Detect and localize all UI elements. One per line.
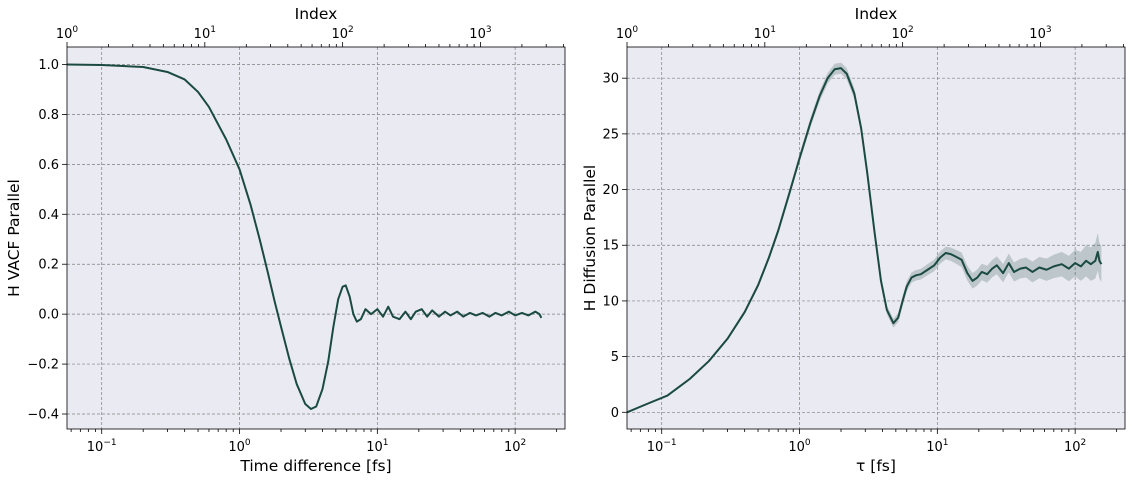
plot-area: [67, 47, 565, 429]
y-tick-label: 0.6: [38, 158, 59, 173]
x-tick-label-base: 10: [366, 440, 383, 455]
top-x-tick-label-base: 10: [1029, 27, 1046, 42]
y-tick-label: 25: [602, 127, 619, 142]
x-tick-label-base: 10: [788, 440, 805, 455]
x-tick-label-exp: −1: [103, 438, 116, 448]
top-x-tick-label: 103: [469, 25, 491, 42]
top-x-tick-label-base: 10: [331, 27, 348, 42]
top-x-tick-label-base: 10: [56, 27, 73, 42]
top-x-tick-label: 102: [331, 25, 353, 42]
x-tick-label-exp: 1: [943, 438, 949, 448]
y-tick-label: 15: [602, 239, 619, 254]
y-axis-label: H VACF Parallel: [5, 179, 23, 297]
top-x-tick-label-base: 10: [754, 27, 771, 42]
top-x-tick-label-base: 10: [891, 27, 908, 42]
top-x-tick-label: 101: [754, 25, 776, 42]
y-tick-label: −0.4: [27, 408, 59, 423]
x-tick-label: 10−1: [647, 438, 677, 455]
x-axis-label: τ [fs]: [856, 457, 896, 475]
y-tick-label: 20: [602, 183, 619, 198]
y-tick-label: 10: [602, 294, 619, 309]
top-x-axis-label: Index: [855, 5, 898, 23]
x-tick-label-exp: 0: [805, 438, 811, 448]
x-axis-label: Time difference [fs]: [239, 457, 391, 475]
x-tick-label-exp: −1: [663, 438, 676, 448]
x-tick-label: 102: [1064, 438, 1086, 455]
top-x-tick-label: 102: [891, 25, 913, 42]
y-axis-label: H Diffusion Parallel: [581, 165, 599, 311]
top-x-tick-label-exp: 0: [72, 25, 78, 35]
x-tick-label-base: 10: [504, 440, 521, 455]
top-x-tick-label-exp: 3: [1046, 25, 1052, 35]
x-tick-label-base: 10: [1064, 440, 1081, 455]
series-line: [66, 63, 543, 411]
x-tick-label: 10−1: [87, 438, 117, 455]
top-x-tick-label-exp: 1: [210, 25, 216, 35]
series-line: [626, 67, 1103, 414]
top-x-tick-label-base: 10: [194, 27, 211, 42]
top-x-tick-label: 103: [1029, 25, 1051, 42]
x-tick-label-exp: 0: [245, 438, 251, 448]
x-tick-label-exp: 2: [1081, 438, 1087, 448]
top-x-tick-label-exp: 0: [632, 25, 638, 35]
plot-frame: [626, 46, 1126, 430]
x-tick-label: 101: [366, 438, 388, 455]
y-tick-label: 1.0: [38, 58, 59, 73]
top-x-tick-label-base: 10: [616, 27, 633, 42]
y-tick-label: −0.2: [27, 358, 59, 373]
top-x-tick-label-exp: 1: [770, 25, 776, 35]
x-tick-label-base: 10: [228, 440, 245, 455]
x-tick-label-exp: 1: [383, 438, 389, 448]
x-tick-label-base: 10: [87, 440, 104, 455]
top-x-tick-label-exp: 3: [486, 25, 492, 35]
y-tick-label: 0.0: [38, 308, 59, 323]
top-x-tick-label: 100: [616, 25, 639, 42]
top-x-tick-label-exp: 2: [348, 25, 354, 35]
x-tick-label: 100: [788, 438, 811, 455]
y-tick-label: 0.2: [38, 258, 59, 273]
x-tick-label: 101: [926, 438, 948, 455]
top-x-tick-label: 101: [194, 25, 216, 42]
top-x-tick-label-exp: 2: [908, 25, 914, 35]
top-x-axis-label: Index: [295, 5, 338, 23]
plot-frame: [66, 46, 566, 430]
x-tick-label: 102: [504, 438, 526, 455]
y-tick-label: 30: [602, 72, 619, 87]
y-tick-label: 0.4: [38, 208, 59, 223]
y-tick-label: 0: [611, 406, 619, 421]
x-tick-label-exp: 2: [521, 438, 527, 448]
top-x-tick-label-base: 10: [469, 27, 486, 42]
top-x-tick-label: 100: [56, 25, 79, 42]
y-tick-label: 5: [611, 350, 619, 365]
x-tick-label-base: 10: [647, 440, 664, 455]
x-tick-label-base: 10: [926, 440, 943, 455]
y-tick-label: 0.8: [38, 108, 59, 123]
x-tick-label: 100: [228, 438, 251, 455]
